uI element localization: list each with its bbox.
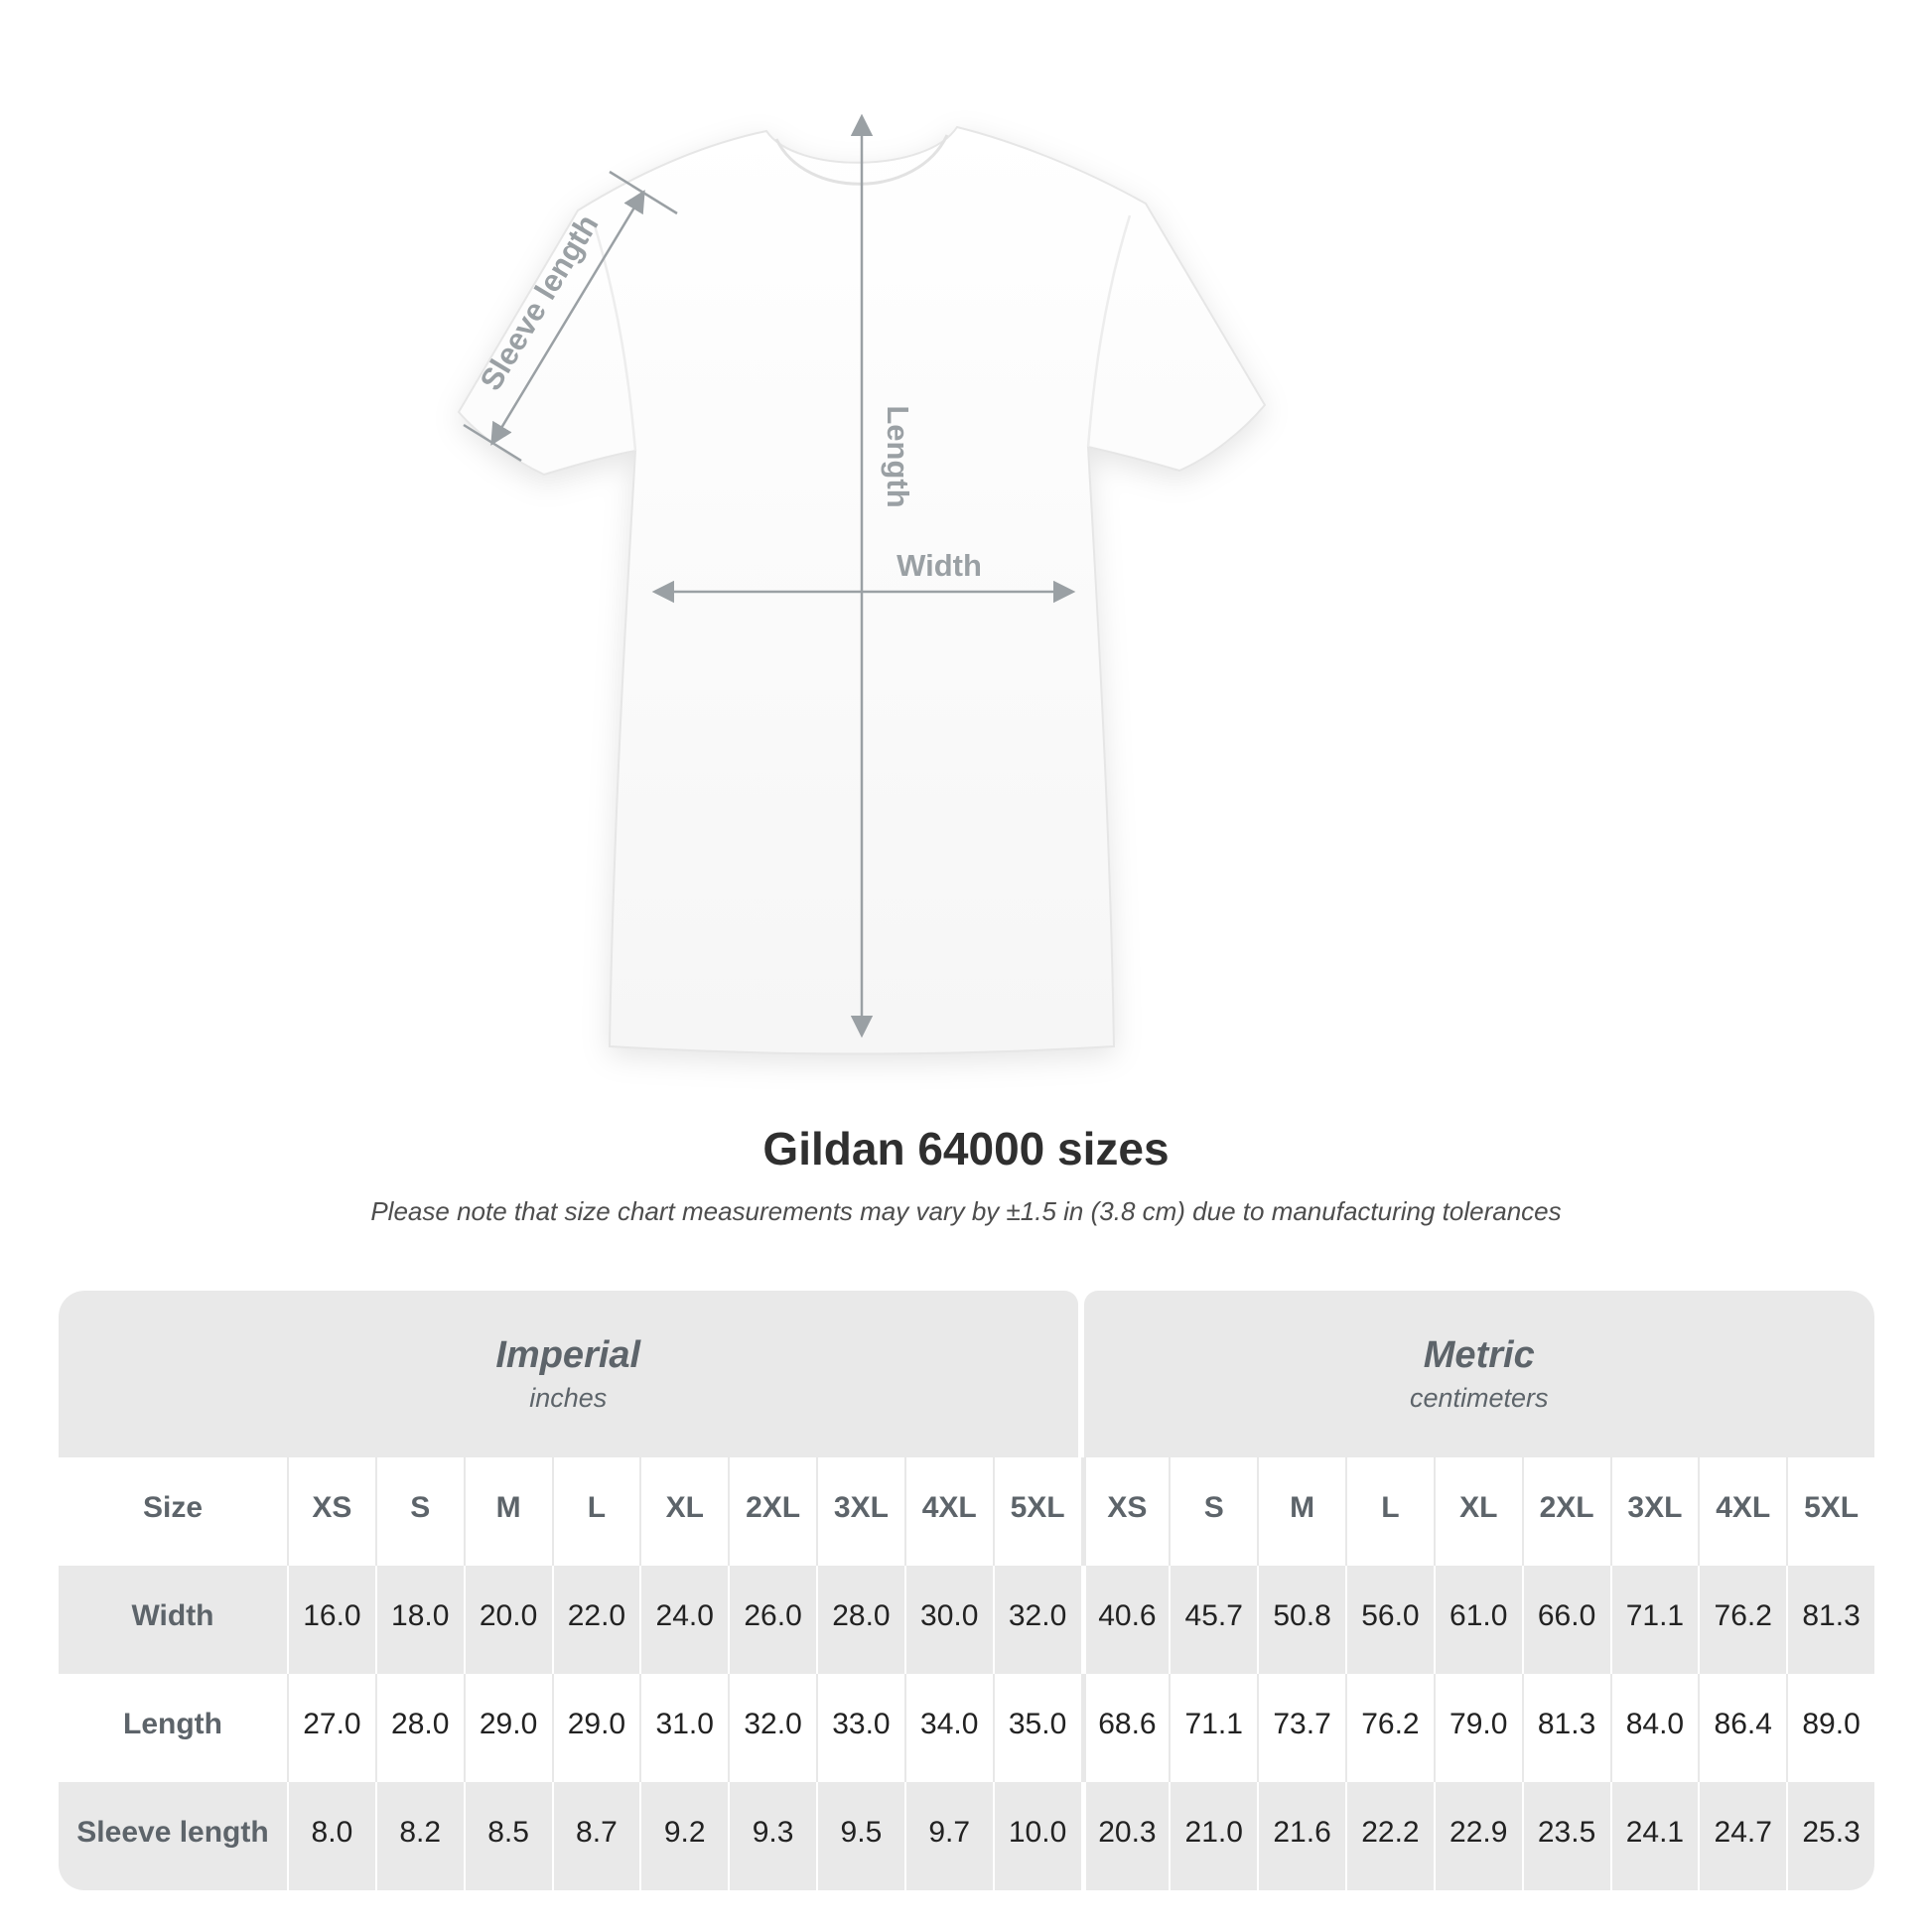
- measurement-cell: 29.0: [463, 1674, 552, 1782]
- sleeve-length-cap-top: [609, 170, 678, 215]
- measurement-cell: 50.8: [1257, 1566, 1345, 1674]
- measurement-cell: 21.6: [1257, 1782, 1345, 1890]
- imperial-label: Imperial: [495, 1334, 641, 1376]
- size-col-header: S: [374, 1457, 464, 1566]
- measurement-cell: 28.0: [374, 1674, 464, 1782]
- size-col-header: XS: [287, 1457, 375, 1566]
- measurement-cell: 84.0: [1609, 1674, 1699, 1782]
- page-title: Gildan 64000 sizes: [762, 1123, 1170, 1174]
- size-row-label: Size: [59, 1457, 287, 1566]
- measurement-cell: 8.7: [551, 1782, 640, 1890]
- size-col-header: 5XL: [1786, 1457, 1874, 1566]
- row-sleeve-length: Sleeve length 8.0 8.2 8.5 8.7 9.2 9.3 9.5 9.7 10…: [59, 1782, 1874, 1890]
- measurement-cell: 18.0: [374, 1566, 464, 1674]
- size-col-header: 3XL: [1609, 1457, 1699, 1566]
- measurement-cell: 9.2: [639, 1782, 729, 1890]
- size-col-header: XL: [1433, 1457, 1522, 1566]
- imperial-unit: inches: [529, 1383, 608, 1413]
- size-col-header: L: [551, 1457, 640, 1566]
- measurement-cell: 45.7: [1169, 1566, 1258, 1674]
- measurement-cell: 30.0: [903, 1566, 993, 1674]
- measurement-cell: 31.0: [639, 1674, 729, 1782]
- row-length: Length 27.0 28.0 29.0 29.0 31.0 32.0 33.0 34.0 3…: [59, 1674, 1874, 1782]
- measurement-cell: 22.0: [551, 1566, 640, 1674]
- sleeve-length-dimension-line: [490, 190, 645, 446]
- measurement-cell: 89.0: [1786, 1674, 1874, 1782]
- measurement-cell: 76.2: [1698, 1566, 1787, 1674]
- size-col-header: M: [1257, 1457, 1345, 1566]
- measurement-cell: 20.3: [1080, 1782, 1170, 1890]
- measurement-cell: 8.5: [463, 1782, 552, 1890]
- size-col-header: 5XL: [992, 1457, 1081, 1566]
- measurement-cell: 66.0: [1521, 1566, 1610, 1674]
- imperial-header: Imperial inches: [59, 1291, 1078, 1457]
- measurement-cell: 32.0: [728, 1674, 816, 1782]
- size-col-header: XS: [1080, 1457, 1170, 1566]
- measurement-cell: 8.0: [287, 1782, 375, 1890]
- tshirt-diagram: Sleeve length Length Width: [457, 113, 1267, 1055]
- size-col-header: 2XL: [728, 1457, 816, 1566]
- measurement-cell: 22.9: [1433, 1782, 1522, 1890]
- size-col-header: 3XL: [816, 1457, 904, 1566]
- measurement-cell: 81.3: [1786, 1566, 1874, 1674]
- length-row-label: Length: [59, 1674, 287, 1782]
- width-label: Width: [897, 548, 982, 583]
- measurement-cell: 71.1: [1609, 1566, 1699, 1674]
- sleeve-length-row-label: Sleeve length: [59, 1782, 287, 1890]
- size-header-row: Size XS S M L XL 2XL 3XL 4XL 5XL XS S M L XL 2XL 3XL 4XL…: [59, 1457, 1874, 1566]
- measurement-cell: 28.0: [816, 1566, 904, 1674]
- measurement-cell: 33.0: [816, 1674, 904, 1782]
- measurement-cell: 73.7: [1257, 1674, 1345, 1782]
- measurement-cell: 26.0: [728, 1566, 816, 1674]
- measurement-cell: 35.0: [992, 1674, 1081, 1782]
- measurement-cell: 16.0: [287, 1566, 375, 1674]
- size-col-header: 4XL: [903, 1457, 993, 1566]
- measurement-cell: 21.0: [1169, 1782, 1258, 1890]
- size-col-header: M: [463, 1457, 552, 1566]
- measurement-cell: 81.3: [1521, 1674, 1610, 1782]
- size-col-header: S: [1169, 1457, 1258, 1566]
- sleeve-length-cap-bottom: [463, 423, 522, 463]
- measurement-cell: 23.5: [1521, 1782, 1610, 1890]
- measurement-cell: 25.3: [1786, 1782, 1874, 1890]
- measurement-cell: 8.2: [374, 1782, 464, 1890]
- measurement-cell: 86.4: [1698, 1674, 1787, 1782]
- measurement-cell: 79.0: [1433, 1674, 1522, 1782]
- measurement-cell: 20.0: [463, 1566, 552, 1674]
- size-col-header: XL: [639, 1457, 729, 1566]
- tolerance-note: Please note that size chart measurements…: [370, 1196, 1562, 1226]
- measurement-cell: 22.2: [1345, 1782, 1434, 1890]
- measurement-cell: 24.0: [639, 1566, 729, 1674]
- right-sleeve-seam: [1086, 214, 1132, 448]
- unit-header-row: Imperial inches Metric centimeters: [59, 1291, 1874, 1457]
- measurement-cell: 76.2: [1345, 1674, 1434, 1782]
- measurement-cell: 29.0: [551, 1674, 640, 1782]
- row-width: Width 16.0 18.0 20.0 22.0 24.0 26.0 28.0 30.0 32…: [59, 1566, 1874, 1674]
- metric-label: Metric: [1423, 1334, 1535, 1376]
- measurement-cell: 9.5: [816, 1782, 904, 1890]
- size-col-header: 2XL: [1521, 1457, 1610, 1566]
- length-label: Length: [881, 405, 915, 507]
- measurement-cell: 9.7: [903, 1782, 993, 1890]
- metric-unit: centimeters: [1409, 1383, 1549, 1413]
- measurement-cell: 56.0: [1345, 1566, 1434, 1674]
- measurement-cell: 71.1: [1169, 1674, 1258, 1782]
- measurement-cell: 24.1: [1609, 1782, 1699, 1890]
- measurement-cell: 27.0: [287, 1674, 375, 1782]
- size-col-header: L: [1345, 1457, 1434, 1566]
- measurement-cell: 40.6: [1080, 1566, 1170, 1674]
- metric-header: Metric centimeters: [1083, 1291, 1874, 1457]
- measurement-cell: 61.0: [1433, 1566, 1522, 1674]
- measurement-cell: 68.6: [1080, 1674, 1170, 1782]
- measurement-cell: 24.7: [1698, 1782, 1787, 1890]
- size-table: Imperial inches Metric centimeters Size …: [59, 1291, 1874, 1890]
- measurement-cell: 32.0: [992, 1566, 1081, 1674]
- measurement-cell: 10.0: [992, 1782, 1081, 1890]
- measurement-cell: 34.0: [903, 1674, 993, 1782]
- width-row-label: Width: [59, 1566, 287, 1674]
- measurement-cell: 9.3: [728, 1782, 816, 1890]
- size-col-header: 4XL: [1698, 1457, 1787, 1566]
